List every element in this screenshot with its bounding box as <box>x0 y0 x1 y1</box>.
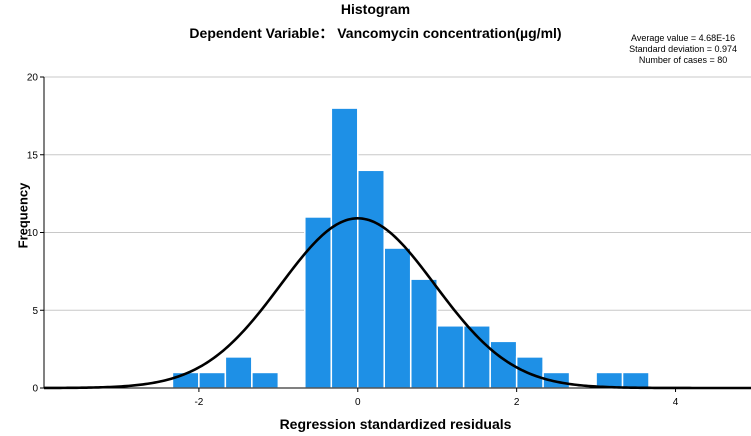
histogram-bar-8 <box>383 247 412 389</box>
y-tick-label-5: 5 <box>32 306 38 317</box>
histogram-bar-1 <box>198 371 227 389</box>
histogram-bar-2 <box>224 356 253 389</box>
histogram-bar-6 <box>330 107 359 389</box>
histogram-bar-17 <box>621 371 650 389</box>
bars <box>171 107 650 389</box>
y-tick-label-15: 15 <box>27 150 39 161</box>
x-tick-label-4: 4 <box>673 397 679 408</box>
stats-mean: Average value = 4.68E-16 <box>630 33 736 43</box>
histogram-bar-7 <box>357 169 385 389</box>
histogram-bar-10 <box>436 325 465 389</box>
y-tick-label-10: 10 <box>27 228 39 239</box>
stats-n: Number of cases = 80 <box>638 55 728 65</box>
x-tick-label-2: 2 <box>514 397 520 408</box>
histogram-bar-5 <box>304 216 332 389</box>
y-tick-label-20: 20 <box>27 73 39 84</box>
x-tick-label--2: -2 <box>194 397 203 408</box>
histogram-bar-9 <box>410 278 438 389</box>
histogram-bar-3 <box>251 371 280 389</box>
stats-sd: Standard deviation = 0.974 <box>629 44 737 54</box>
x-tick-label-0: 0 <box>355 397 361 408</box>
axes <box>40 76 751 392</box>
x-axis-label: Regression standardized residuals <box>279 416 512 432</box>
y-tick-label-0: 0 <box>32 384 38 395</box>
stats-box: Average value = 4.68E-16 Standard deviat… <box>629 33 737 66</box>
chart-subtitle: Dependent Variable： Vancomycin concentra… <box>189 25 562 41</box>
chart-title: Histogram <box>340 1 411 17</box>
tick-labels: 0 5 10 15 20 -2 0 2 4 <box>27 73 679 409</box>
